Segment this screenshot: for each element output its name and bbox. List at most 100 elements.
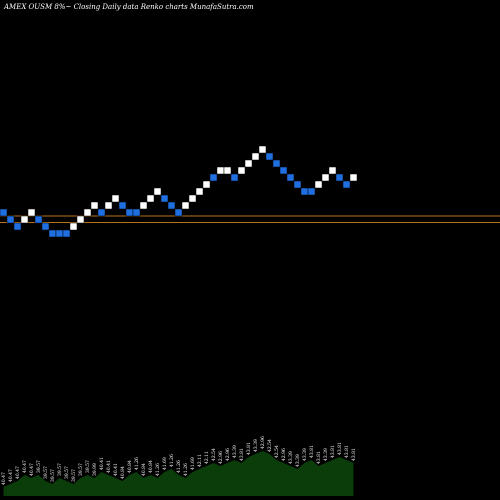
down-brick xyxy=(6,215,15,224)
down-brick xyxy=(342,180,351,189)
volume-label: 43.81 xyxy=(246,442,252,455)
volume-label: 42.54 xyxy=(267,439,273,452)
down-brick xyxy=(230,173,239,182)
volume-label: 39.57 xyxy=(85,460,91,473)
down-brick xyxy=(125,208,134,217)
up-brick xyxy=(244,159,253,168)
down-brick xyxy=(307,187,316,196)
renko-bricks xyxy=(0,145,358,238)
volume-labels: 40.47 40.47 40.47 40.47 40.47 39.57 39.57 39.57… xyxy=(1,436,357,485)
volume-label: 41.26 xyxy=(155,463,161,476)
volume-label: 40.47 xyxy=(1,472,7,485)
volume-label: 39.57 xyxy=(36,460,42,473)
up-brick xyxy=(104,201,113,210)
up-brick xyxy=(69,222,78,231)
volume-label: 42.11 xyxy=(197,454,203,467)
up-brick xyxy=(146,194,155,203)
volume-label: 42.96 xyxy=(281,448,287,461)
volume-label: 42.96 xyxy=(225,448,231,461)
up-brick xyxy=(83,208,92,217)
down-brick xyxy=(300,187,309,196)
down-brick xyxy=(160,194,169,203)
down-brick xyxy=(41,222,50,231)
volume-label: 39.57 xyxy=(64,466,70,479)
up-brick xyxy=(90,201,99,210)
volume-label: 41.26 xyxy=(134,457,140,470)
up-brick xyxy=(195,187,204,196)
up-brick xyxy=(20,215,29,224)
volume-label: 43.81 xyxy=(344,445,350,458)
volume-label: 43.81 xyxy=(239,448,245,461)
volume-label: 41.26 xyxy=(183,463,189,476)
down-brick xyxy=(118,201,127,210)
volume-label: 42.96 xyxy=(260,436,266,449)
volume-label: 39.57 xyxy=(71,469,77,482)
volume-label: 43.81 xyxy=(309,445,315,458)
volume-label: 39.57 xyxy=(43,466,49,479)
up-brick xyxy=(76,215,85,224)
down-brick xyxy=(174,208,183,217)
volume-label: 40.47 xyxy=(22,460,28,473)
volume-label: 42.11 xyxy=(204,451,210,464)
volume-label: 40.84 xyxy=(148,460,154,473)
volume-label: 43.39 xyxy=(295,454,301,467)
volume-label: 39.57 xyxy=(50,469,56,482)
down-brick xyxy=(167,201,176,210)
down-brick xyxy=(97,208,106,217)
up-brick xyxy=(237,166,246,175)
volume-label: 41.26 xyxy=(176,460,182,473)
volume-label: 43.39 xyxy=(232,445,238,458)
up-brick xyxy=(314,180,323,189)
up-brick xyxy=(328,166,337,175)
up-brick xyxy=(139,201,148,210)
volume-label: 41.69 xyxy=(190,457,196,470)
volume-label: 40.84 xyxy=(120,466,126,479)
volume-label: 41.26 xyxy=(169,454,175,467)
down-brick xyxy=(48,229,57,238)
volume-label: 39.99 xyxy=(92,463,98,476)
volume-label: 42.54 xyxy=(274,445,280,458)
volume-label: 41.69 xyxy=(162,457,168,470)
volume-label: 40.84 xyxy=(127,460,133,473)
down-brick xyxy=(335,173,344,182)
volume-label: 40.41 xyxy=(99,457,105,470)
up-brick xyxy=(27,208,36,217)
volume-label: 43.39 xyxy=(253,439,259,452)
up-brick xyxy=(251,152,260,161)
down-brick xyxy=(286,173,295,182)
down-brick xyxy=(272,159,281,168)
volume-label: 43.81 xyxy=(330,445,336,458)
volume-label: 40.47 xyxy=(29,463,35,476)
down-brick xyxy=(279,166,288,175)
volume-fill xyxy=(3,451,354,496)
volume-label: 43.81 xyxy=(351,448,357,461)
volume-label: 42.96 xyxy=(218,451,224,464)
up-brick xyxy=(188,194,197,203)
down-brick xyxy=(265,152,274,161)
volume-label: 40.47 xyxy=(8,469,14,482)
volume-area xyxy=(3,451,354,496)
up-brick xyxy=(111,194,120,203)
up-brick xyxy=(153,187,162,196)
down-brick xyxy=(0,208,8,217)
up-brick xyxy=(216,166,225,175)
up-brick xyxy=(223,166,232,175)
down-brick xyxy=(62,229,71,238)
volume-label: 40.47 xyxy=(15,466,21,479)
up-brick xyxy=(349,173,358,182)
down-brick xyxy=(132,208,141,217)
volume-label: 43.81 xyxy=(316,451,322,464)
volume-label: 39.57 xyxy=(78,463,84,476)
down-brick xyxy=(209,173,218,182)
chart-title: AMEX OUSM 8%~ Closing Daily data Renko c… xyxy=(3,3,254,11)
down-brick xyxy=(13,222,22,231)
volume-label: 40.41 xyxy=(113,463,119,476)
down-brick xyxy=(34,215,43,224)
volume-label: 43.39 xyxy=(288,451,294,464)
volume-label: 43.39 xyxy=(323,448,329,461)
up-brick xyxy=(258,145,267,154)
down-brick xyxy=(293,180,302,189)
up-brick xyxy=(181,201,190,210)
